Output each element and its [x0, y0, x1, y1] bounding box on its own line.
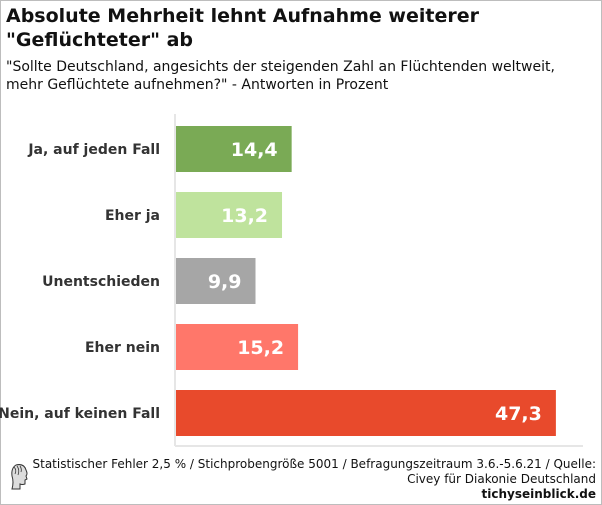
category-label-2: Unentschieden: [42, 274, 160, 290]
footer-source-line1: Statistischer Fehler 2,5 % / Stichproben…: [32, 457, 597, 471]
data-label-1: 13,2: [221, 205, 268, 227]
chart-subtitle: "Sollte Deutschland, angesichts der stei…: [6, 59, 555, 93]
footer-source-line2: Civey für Diakonie Deutschland: [407, 472, 596, 486]
bar-3: [176, 324, 299, 370]
category-label-3: Eher nein: [85, 340, 160, 356]
bar-0: [176, 126, 292, 172]
data-label-2: 9,9: [208, 271, 242, 293]
logo-head-icon: [11, 464, 28, 490]
chart-title: Absolute Mehrheit lehnt Aufnahme weitere…: [6, 5, 479, 51]
bar-1: [176, 192, 283, 238]
category-label-1: Eher ja: [105, 208, 160, 224]
bar-4: [176, 390, 556, 436]
footer-site: tichyseinblick.de: [481, 487, 596, 501]
footer: Statistischer Fehler 2,5 % / Stichproben…: [33, 457, 597, 502]
bar-2: [176, 258, 256, 304]
category-label-4: Nein, auf keinen Fall: [0, 406, 160, 422]
data-label-0: 14,4: [231, 139, 278, 161]
data-label-4: 47,3: [495, 403, 542, 425]
data-label-3: 15,2: [237, 337, 284, 359]
category-label-0: Ja, auf jeden Fall: [27, 142, 160, 158]
